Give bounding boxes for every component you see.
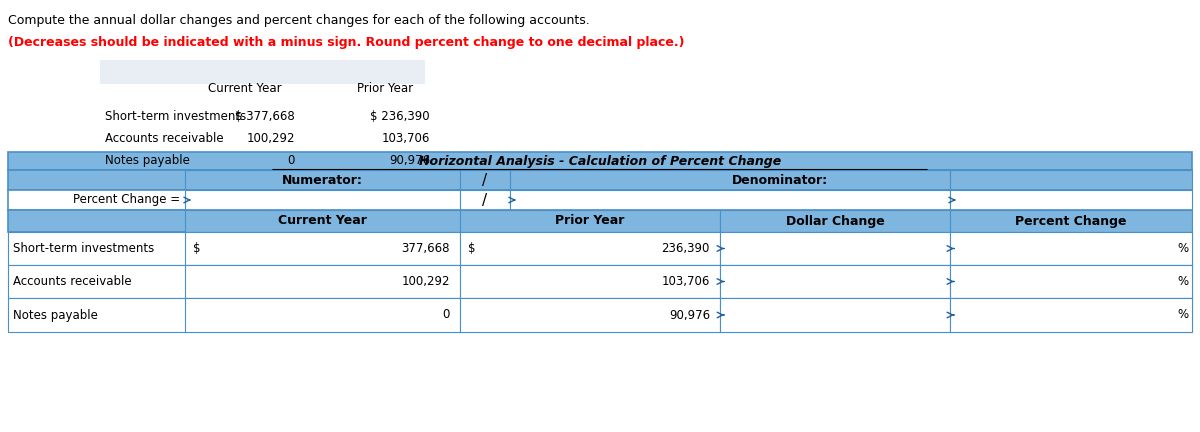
Text: Notes payable: Notes payable	[13, 308, 98, 321]
Text: %: %	[1177, 242, 1188, 255]
FancyBboxPatch shape	[950, 210, 1192, 232]
FancyBboxPatch shape	[720, 265, 950, 298]
FancyBboxPatch shape	[950, 190, 1192, 210]
FancyBboxPatch shape	[720, 210, 950, 232]
Text: 100,292: 100,292	[246, 132, 295, 145]
FancyBboxPatch shape	[185, 265, 460, 298]
Text: Compute the annual dollar changes and percent changes for each of the following : Compute the annual dollar changes and pe…	[8, 14, 594, 27]
Text: 103,706: 103,706	[382, 132, 430, 145]
Text: Dollar Change: Dollar Change	[786, 215, 884, 228]
Text: Percent Change =: Percent Change =	[73, 194, 180, 206]
FancyBboxPatch shape	[460, 232, 720, 265]
Text: Numerator:: Numerator:	[282, 174, 362, 187]
Text: Current Year: Current Year	[278, 215, 367, 228]
Text: 100,292: 100,292	[402, 275, 450, 288]
FancyBboxPatch shape	[510, 170, 950, 190]
FancyBboxPatch shape	[460, 265, 720, 298]
Text: Prior Year: Prior Year	[356, 82, 413, 95]
FancyBboxPatch shape	[8, 170, 1192, 190]
FancyBboxPatch shape	[100, 60, 425, 84]
Text: 0: 0	[443, 308, 450, 321]
Text: 236,390: 236,390	[661, 242, 710, 255]
Text: $ 377,668: $ 377,668	[235, 110, 295, 123]
FancyBboxPatch shape	[185, 298, 460, 332]
FancyBboxPatch shape	[185, 210, 460, 232]
Text: %: %	[1177, 275, 1188, 288]
FancyBboxPatch shape	[950, 265, 1192, 298]
FancyBboxPatch shape	[460, 170, 510, 190]
Text: $: $	[193, 242, 200, 255]
FancyBboxPatch shape	[8, 298, 1192, 332]
Text: Denominator:: Denominator:	[732, 174, 828, 187]
FancyBboxPatch shape	[185, 170, 460, 190]
Text: /: /	[482, 172, 487, 187]
FancyBboxPatch shape	[460, 298, 720, 332]
FancyBboxPatch shape	[460, 190, 510, 210]
FancyBboxPatch shape	[720, 232, 950, 265]
FancyBboxPatch shape	[720, 298, 950, 332]
FancyBboxPatch shape	[8, 152, 1192, 170]
Text: Short-term investments: Short-term investments	[106, 110, 246, 123]
Text: 0: 0	[288, 154, 295, 167]
Text: Current Year: Current Year	[208, 82, 282, 95]
Text: Accounts receivable: Accounts receivable	[106, 132, 223, 145]
FancyBboxPatch shape	[510, 190, 950, 210]
Text: 377,668: 377,668	[402, 242, 450, 255]
FancyBboxPatch shape	[8, 210, 1192, 232]
Text: Prior Year: Prior Year	[556, 215, 625, 228]
Text: %: %	[1177, 308, 1188, 321]
FancyBboxPatch shape	[950, 232, 1192, 265]
Text: Notes payable: Notes payable	[106, 154, 190, 167]
Text: $: $	[468, 242, 475, 255]
FancyBboxPatch shape	[8, 232, 1192, 265]
FancyBboxPatch shape	[460, 210, 720, 232]
Text: /: /	[482, 193, 487, 207]
Text: Horizontal Analysis - Calculation of Percent Change: Horizontal Analysis - Calculation of Per…	[419, 155, 781, 168]
FancyBboxPatch shape	[8, 265, 1192, 298]
Text: Accounts receivable: Accounts receivable	[13, 275, 132, 288]
Text: Percent Change: Percent Change	[1015, 215, 1127, 228]
Text: (Decreases should be indicated with a minus sign. Round percent change to one de: (Decreases should be indicated with a mi…	[8, 36, 684, 49]
Text: Short-term investments: Short-term investments	[13, 242, 155, 255]
FancyBboxPatch shape	[185, 190, 460, 210]
Text: 103,706: 103,706	[661, 275, 710, 288]
FancyBboxPatch shape	[950, 298, 1192, 332]
Text: $ 236,390: $ 236,390	[371, 110, 430, 123]
Text: 90,976: 90,976	[668, 308, 710, 321]
FancyBboxPatch shape	[8, 190, 1192, 210]
FancyBboxPatch shape	[950, 170, 1192, 190]
Text: 90,976: 90,976	[389, 154, 430, 167]
FancyBboxPatch shape	[185, 232, 460, 265]
